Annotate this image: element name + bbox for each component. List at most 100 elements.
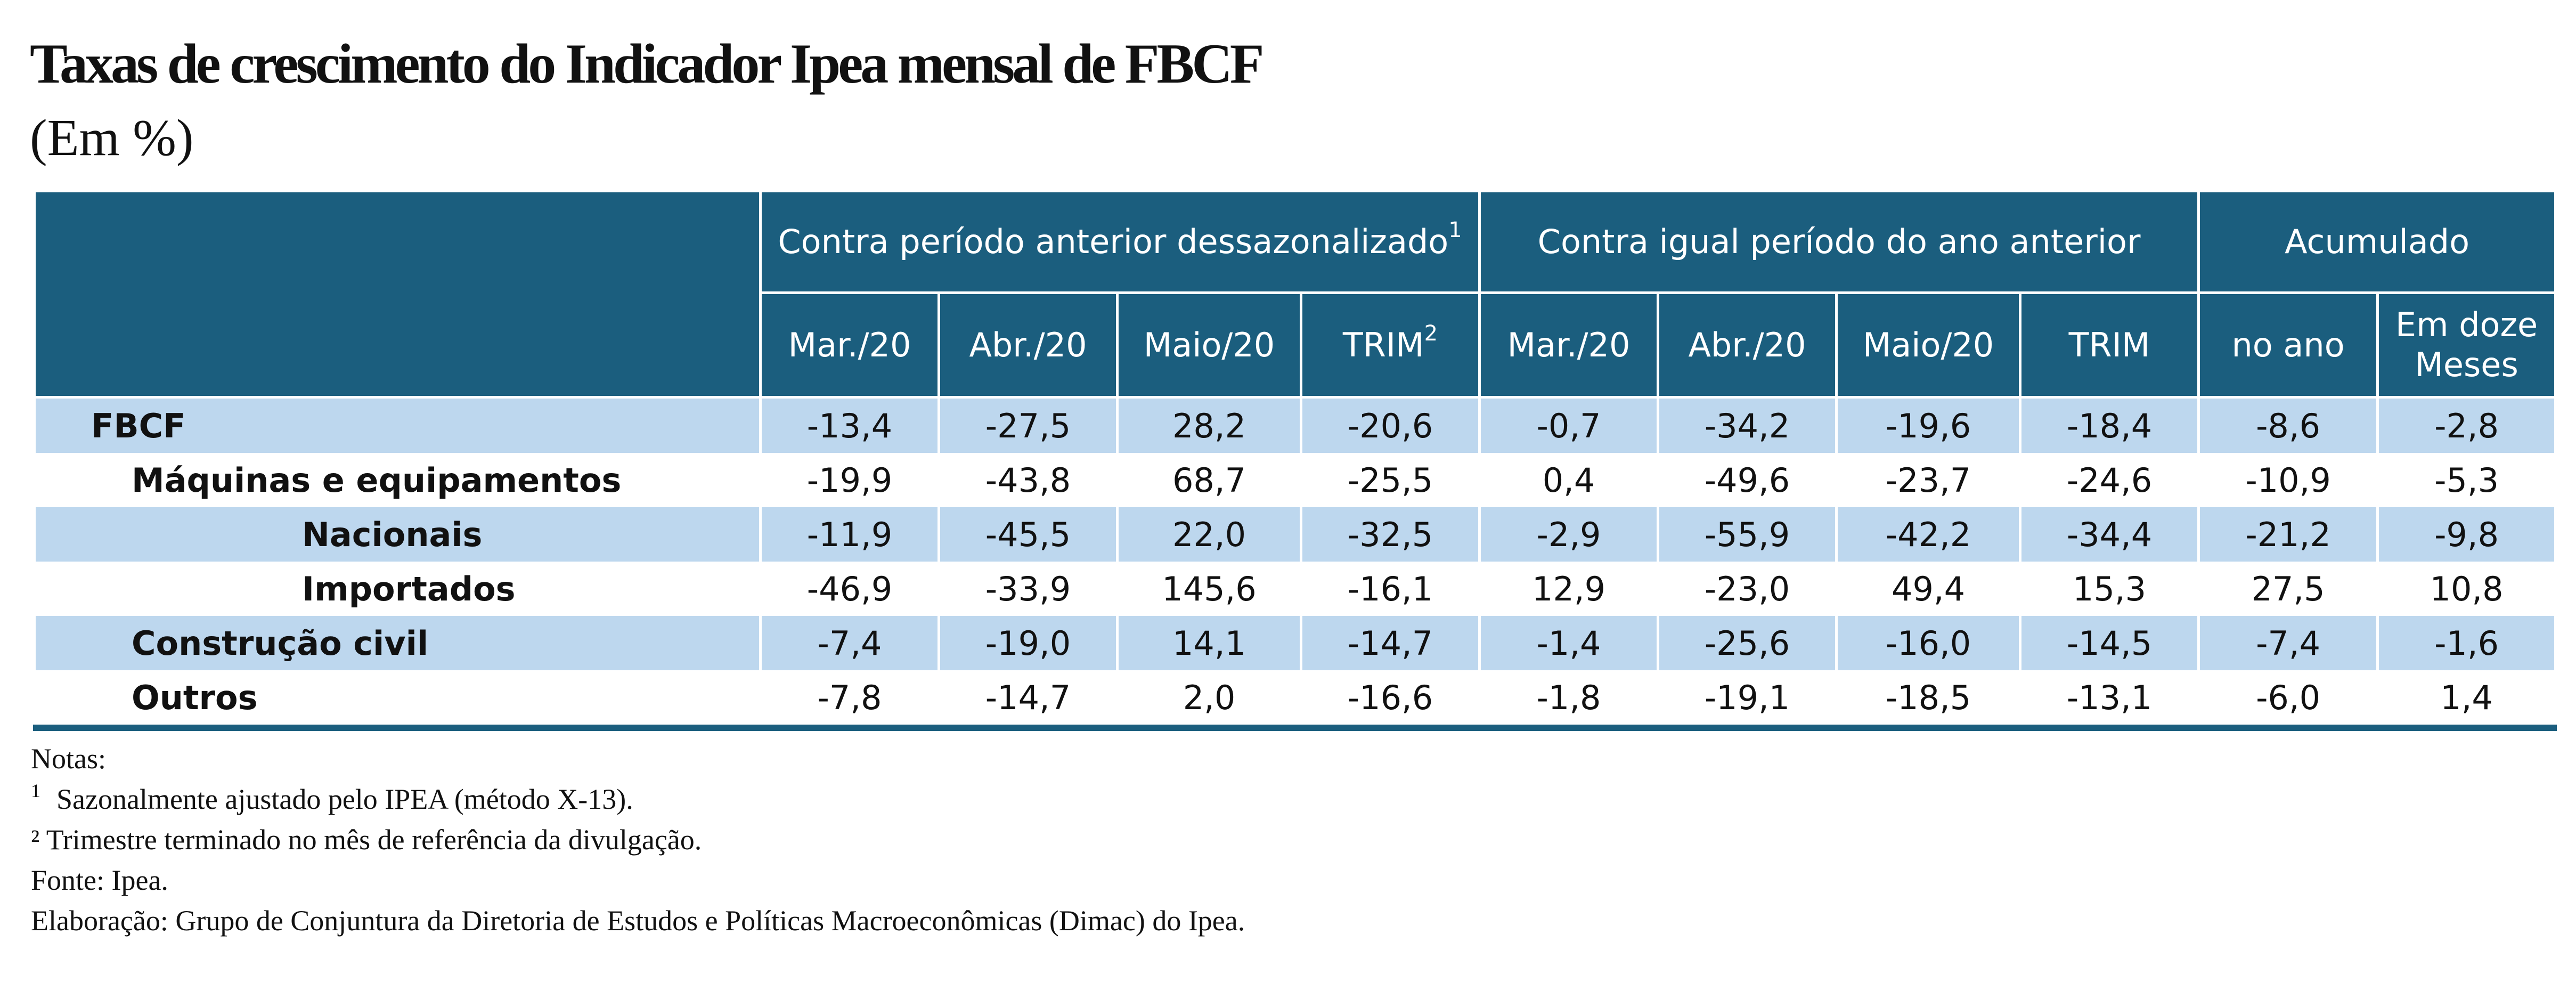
table-cell: 145,6 [1116,562,1302,616]
footnote-marker: 2 [1424,321,1438,346]
table-cell: -9,8 [2376,507,2557,562]
group-header-label: Contra período anterior dessazonalizado [778,222,1449,262]
sub-header-label: Mar./20 [1507,325,1631,364]
notes-section: Notas: 1 Sazonalmente ajustado pelo IPEA … [31,738,1245,941]
table-cell: -45,5 [938,507,1119,562]
elaboration-line: Elaboração: Grupo de Conjuntura da Diret… [31,905,1245,937]
sub-header-label: Em doze Meses [2395,305,2538,384]
page-subtitle: (Em %) [30,109,194,167]
sub-header-label: TRIM [1342,325,1424,364]
table-body: FBCF -13,4 -27,5 28,2 -20,6 -0,7 -34,2 -19,6 -18… [33,397,2557,731]
table-cell: -55,9 [1657,507,1838,562]
table-cell: -34,4 [2019,507,2200,562]
table-cell: -14,7 [1299,616,1481,670]
table-cell: 15,3 [2019,562,2200,616]
table-cell: -16,0 [1835,616,2022,670]
table-cell: -21,2 [2197,507,2379,562]
table-cell: -7,4 [759,616,940,670]
table-cell: 2,0 [1116,670,1302,731]
group-header-cell: Contra igual período do ano anterior [1478,190,2200,294]
row-label: Outros [33,670,762,731]
table-cell: -0,7 [1478,397,1660,453]
table-cell: -16,1 [1299,562,1481,616]
table-cell: 28,2 [1116,397,1302,453]
table-cell: -19,6 [1835,397,2022,453]
sub-header-cell: Maio/20 [1116,291,1302,399]
header-corner-cell [33,190,762,399]
table-cell: -32,5 [1299,507,1481,562]
table-cell: -1,6 [2376,616,2557,670]
sub-header-cell: no ano [2197,291,2379,399]
row-label: Importados [33,562,762,616]
group-header-label: Acumulado [2285,222,2470,262]
sub-header-cell: TRIM2 [1299,291,1481,399]
table-cell: -33,9 [938,562,1119,616]
sub-header-label: Mar./20 [788,325,911,364]
table-cell: -46,9 [759,562,940,616]
table-cell: -10,9 [2197,453,2379,507]
table-row: Importados -46,9 -33,9 145,6 -16,1 12,9 -23,0 4… [33,562,2557,616]
table-cell: -13,4 [759,397,940,453]
growth-rates-table: Contra período anterior dessazonalizado1… [33,190,2557,731]
table-cell: 14,1 [1116,616,1302,670]
table-cell: -7,8 [759,670,940,731]
table-cell: -49,6 [1657,453,1838,507]
sub-header-cell: Abr./20 [938,291,1119,399]
table-row: Nacionais -11,9 -45,5 22,0 -32,5 -2,9 -55,9 -42… [33,507,2557,562]
table-cell: 27,5 [2197,562,2379,616]
notes-heading: Notas: [31,743,106,775]
table-cell: -24,6 [2019,453,2200,507]
table-cell: -23,7 [1835,453,2022,507]
table-cell: -1,4 [1478,616,1660,670]
sub-header-row: Mar./20 Abr./20 Maio/20 TRIM2 Mar./20 Ab… [35,291,2557,399]
sub-header-cell: TRIM [2019,291,2200,399]
table-cell: -6,0 [2197,670,2379,731]
sub-header-label: TRIM [2068,325,2150,364]
sub-header-cell: Abr./20 [1657,291,1838,399]
table-cell: -13,1 [2019,670,2200,731]
table-cell: -14,5 [2019,616,2200,670]
sub-header-cell: Em doze Meses [2376,291,2557,399]
table-cell: -27,5 [938,397,1119,453]
footnote-marker: 1 [1448,218,1462,243]
table-cell: 22,0 [1116,507,1302,562]
group-header-label: Contra igual período do ano anterior [1537,222,2141,262]
sub-header-label: Abr./20 [1688,325,1806,364]
sub-header-label: Abr./20 [969,325,1087,364]
table-cell: -11,9 [759,507,940,562]
table-cell: -19,0 [938,616,1119,670]
footnote-marker: 1 [31,780,40,802]
table-cell: -2,8 [2376,397,2557,453]
table-cell: -19,1 [1657,670,1838,731]
note-1: 1 Sazonalmente ajustado pelo IPEA (método… [31,779,1245,819]
table-row: Construção civil -7,4 -19,0 14,1 -14,7 -1,4 -2… [33,616,2557,670]
note-1-text: Sazonalmente ajustado pelo IPEA (método … [56,783,633,815]
table-cell: -25,6 [1657,616,1838,670]
table-cell: 12,9 [1478,562,1660,616]
table-row: FBCF -13,4 -27,5 28,2 -20,6 -0,7 -34,2 -19,6 -18… [33,397,2557,453]
table-cell: -25,5 [1299,453,1481,507]
table-cell: -23,0 [1657,562,1838,616]
sub-header-label: no ano [2231,325,2345,364]
table-cell: -18,4 [2019,397,2200,453]
table-cell: 68,7 [1116,453,1302,507]
table-row: Máquinas e equipamentos -19,9 -43,8 68,7 -25… [33,453,2557,507]
row-label: Nacionais [33,507,762,562]
group-header-cell: Acumulado [2197,190,2557,294]
table-cell: 1,4 [2376,670,2557,731]
page-title: Taxas de crescimento do Indicador Ipea m… [30,33,1264,95]
table-cell: -43,8 [938,453,1119,507]
table-cell: -42,2 [1835,507,2022,562]
table-cell: -18,5 [1835,670,2022,731]
table-cell: -34,2 [1657,397,1838,453]
sub-header-label: Maio/20 [1143,325,1275,364]
row-label: FBCF [33,397,762,453]
table-cell: -1,8 [1478,670,1660,731]
row-label: Máquinas e equipamentos [33,453,762,507]
sub-header-cell: Mar./20 [1478,291,1660,399]
table-cell: 49,4 [1835,562,2022,616]
table-cell: -19,9 [759,453,940,507]
table-cell: -16,6 [1299,670,1481,731]
table-cell: -20,6 [1299,397,1481,453]
table-cell: 10,8 [2376,562,2557,616]
